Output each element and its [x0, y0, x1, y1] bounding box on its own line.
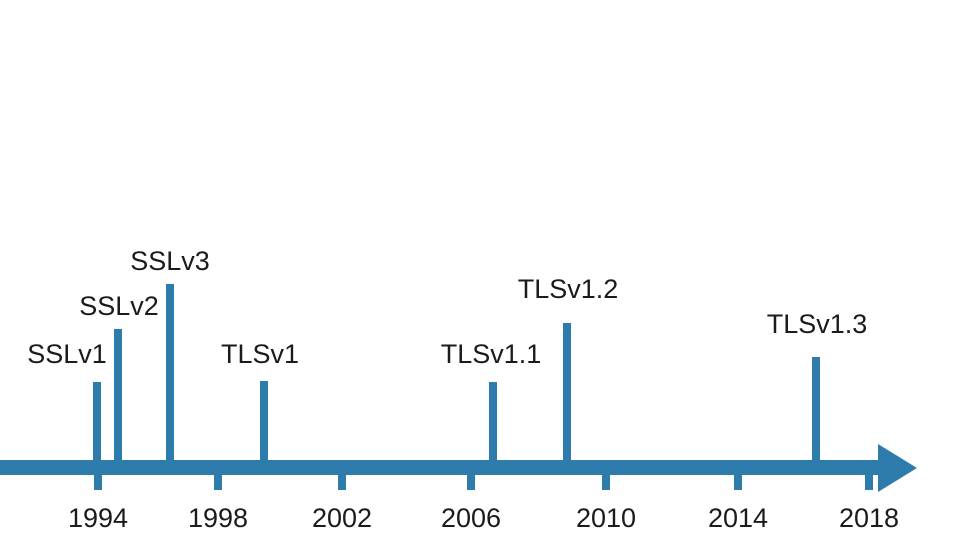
event-label: SSLv2 [79, 291, 159, 321]
year-tick [602, 475, 610, 490]
event-bar [260, 381, 268, 460]
year-tick [338, 475, 346, 490]
event-label: SSLv1 [27, 339, 107, 369]
year-label: 2018 [838, 503, 900, 533]
event-bar [166, 284, 174, 460]
year-label: 1998 [187, 503, 249, 533]
year-tick [214, 475, 222, 490]
year-label: 2006 [440, 503, 502, 533]
event-bar [812, 357, 820, 460]
event-bar [489, 382, 497, 460]
arrow-right-icon [878, 443, 917, 492]
event-label: SSLv3 [130, 246, 210, 276]
year-label: 2014 [707, 503, 769, 533]
year-tick [734, 475, 742, 490]
event-label: TLSv1.2 [517, 274, 619, 304]
year-label: 1994 [67, 503, 129, 533]
event-bar [93, 382, 101, 460]
event-bar [563, 323, 571, 460]
year-tick [865, 475, 873, 490]
event-bar [114, 329, 122, 460]
event-label: TLSv1.3 [766, 309, 868, 339]
event-label: TLSv1.1 [440, 339, 542, 369]
year-tick [94, 475, 102, 490]
year-tick [467, 475, 475, 490]
timeline-axis [0, 460, 878, 475]
year-label: 2010 [575, 503, 637, 533]
year-label: 2002 [311, 503, 373, 533]
event-label: TLSv1 [220, 339, 300, 369]
